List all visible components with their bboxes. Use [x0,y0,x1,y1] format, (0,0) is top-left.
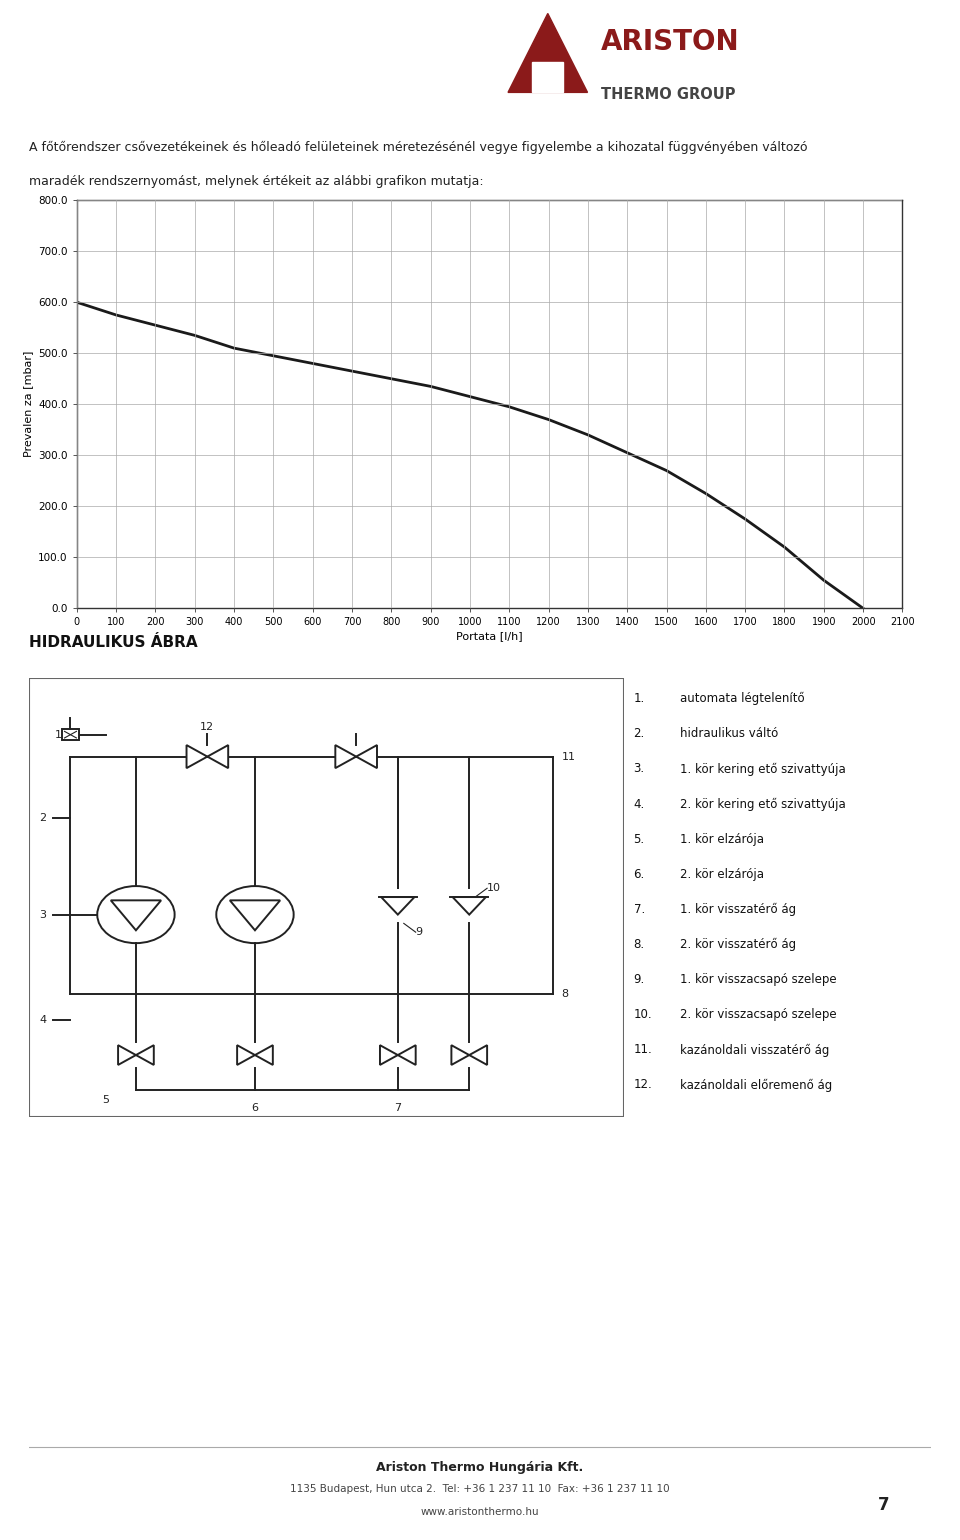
Text: www.aristonthermo.hu: www.aristonthermo.hu [420,1506,540,1517]
Text: HIDRAULIKUS ÁBRA: HIDRAULIKUS ÁBRA [29,636,198,650]
Text: 7.: 7. [634,902,645,916]
Text: 7: 7 [395,1103,401,1113]
X-axis label: Portata [l/h]: Portata [l/h] [456,631,523,642]
Text: ARISTON: ARISTON [601,28,739,57]
Text: 1. kör kering ető szivattyúja: 1. kör kering ető szivattyúja [680,762,846,776]
Polygon shape [207,745,228,768]
Text: Ariston Thermo Hungária Kft.: Ariston Thermo Hungária Kft. [376,1461,584,1474]
Text: 2. kör elzárója: 2. kör elzárója [680,869,764,881]
Text: 5.: 5. [634,833,645,845]
Text: 10: 10 [487,884,501,893]
Text: 1. kör visszatérő ág: 1. kör visszatérő ág [680,902,796,916]
Text: 4.: 4. [634,798,645,810]
Polygon shape [508,14,588,92]
Text: 1135 Budapest, Hun utca 2.  Tel: +36 1 237 11 10  Fax: +36 1 237 11 10: 1135 Budapest, Hun utca 2. Tel: +36 1 23… [290,1485,670,1494]
Text: 8.: 8. [634,938,645,952]
Polygon shape [118,1046,136,1066]
Text: kazánoldali visszatérő ág: kazánoldali visszatérő ág [680,1044,829,1056]
Bar [61,728,80,741]
Text: 3: 3 [39,910,47,919]
Text: kazánoldali előremenő ág: kazánoldali előremenő ág [680,1078,832,1092]
Text: 12: 12 [201,722,214,733]
Text: hidraulikus váltó: hidraulikus váltó [680,727,778,741]
Text: 1. kör visszacsapó szelepe: 1. kör visszacsapó szelepe [680,973,836,986]
Text: 2.: 2. [634,727,645,741]
Polygon shape [186,745,207,768]
Polygon shape [136,1046,154,1066]
Polygon shape [381,896,415,915]
Text: 6: 6 [252,1103,258,1113]
Polygon shape [397,1046,416,1066]
Polygon shape [451,1046,469,1066]
Polygon shape [356,745,377,768]
Text: 11: 11 [562,752,575,762]
Polygon shape [452,896,486,915]
Text: automata légtelenítő: automata légtelenítő [680,691,804,705]
Text: 10.: 10. [634,1009,652,1021]
Text: 4: 4 [39,1015,47,1026]
Text: 2: 2 [39,813,47,822]
Text: 2. kör visszacsapó szelepe: 2. kör visszacsapó szelepe [680,1009,836,1021]
Text: 8: 8 [562,989,568,998]
Text: maradék rendszernyomást, melynek értékeit az alábbi grafikon mutatja:: maradék rendszernyomást, melynek értékei… [29,176,484,188]
Text: 11.: 11. [634,1044,653,1056]
Text: 1.: 1. [634,691,645,705]
Text: 2. kör visszatérő ág: 2. kör visszatérő ág [680,938,796,952]
Text: 12.: 12. [634,1078,653,1092]
Text: 1: 1 [55,730,61,739]
Polygon shape [335,745,356,768]
Text: 3.: 3. [634,762,645,776]
Text: 6.: 6. [634,869,645,881]
Text: THERMO GROUP: THERMO GROUP [601,86,735,102]
Text: 9: 9 [416,927,422,938]
Text: 5: 5 [103,1095,109,1104]
Polygon shape [237,1046,255,1066]
Text: 7: 7 [877,1495,889,1514]
Text: 2. kör kering ető szivattyúja: 2. kör kering ető szivattyúja [680,798,846,810]
Polygon shape [469,1046,487,1066]
Polygon shape [380,1046,397,1066]
Y-axis label: Prevalen za [mbar]: Prevalen za [mbar] [23,351,33,457]
Text: 1. kör elzárója: 1. kör elzárója [680,833,764,845]
Text: 9.: 9. [634,973,645,986]
Polygon shape [255,1046,273,1066]
Text: A főtőrendszer csővezetékeinek és hőleadó felületeinek méretezésénél vegye figye: A főtőrendszer csővezetékeinek és hőlead… [29,140,807,154]
Bar [532,62,564,92]
